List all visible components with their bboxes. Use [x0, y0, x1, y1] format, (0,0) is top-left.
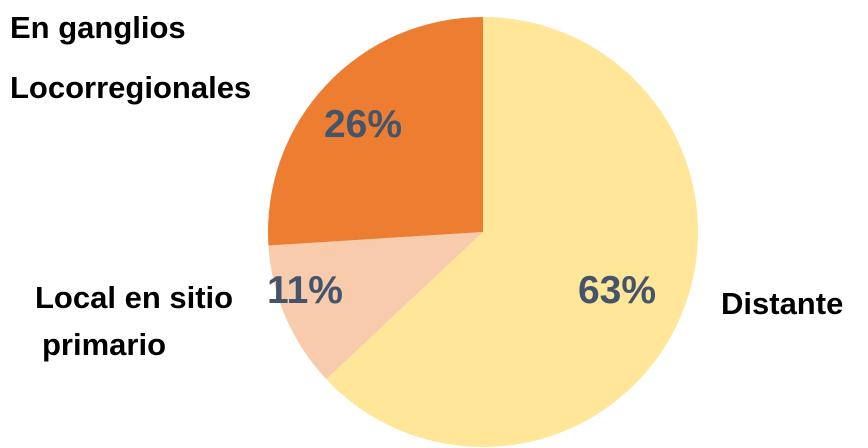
category-label-line: Distante — [721, 286, 843, 321]
slice-percentage-label: 26% — [324, 103, 402, 146]
category-label-line: primario — [42, 327, 166, 362]
slice-percentage-label: 63% — [578, 269, 656, 312]
category-label-line: En ganglios — [10, 10, 186, 45]
slice-category-label: Local en sitio primario — [35, 280, 233, 362]
slice-percentage-label: 11% — [267, 269, 343, 312]
slice-category-label: Distante — [721, 286, 843, 321]
category-label-line: Local en sitio — [35, 280, 233, 315]
pie-slices — [268, 17, 698, 447]
category-label-line: Locorregionales — [10, 70, 251, 105]
slice-category-label: En ganglios Locorregionales — [10, 10, 251, 105]
